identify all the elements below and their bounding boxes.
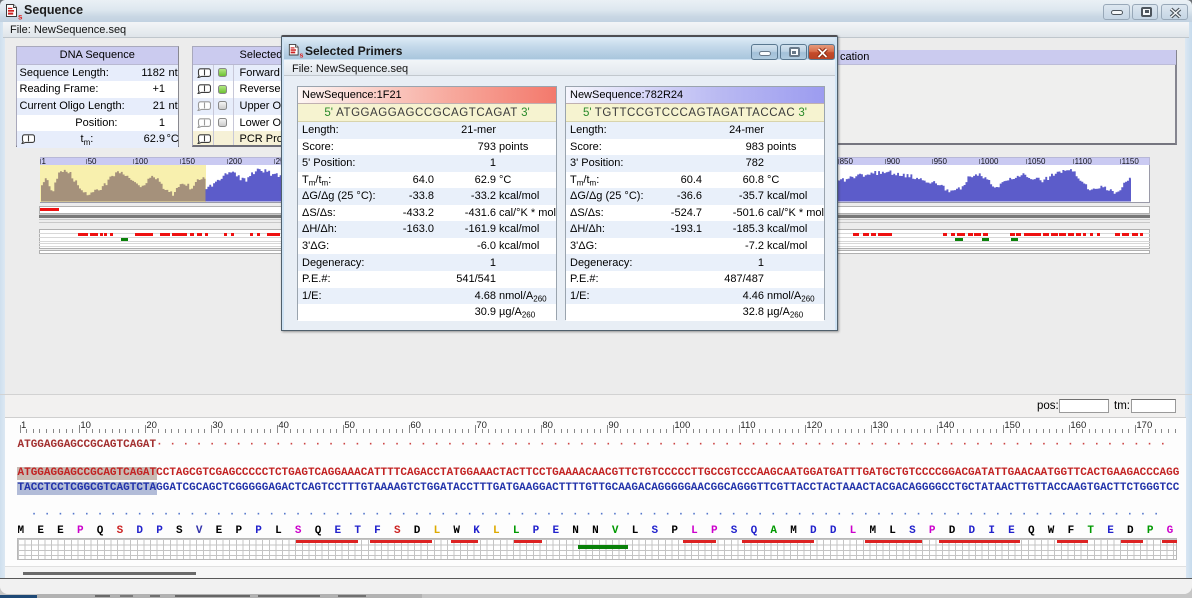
svg-text:s: s <box>299 53 303 58</box>
svg-text:s: s <box>18 13 23 21</box>
